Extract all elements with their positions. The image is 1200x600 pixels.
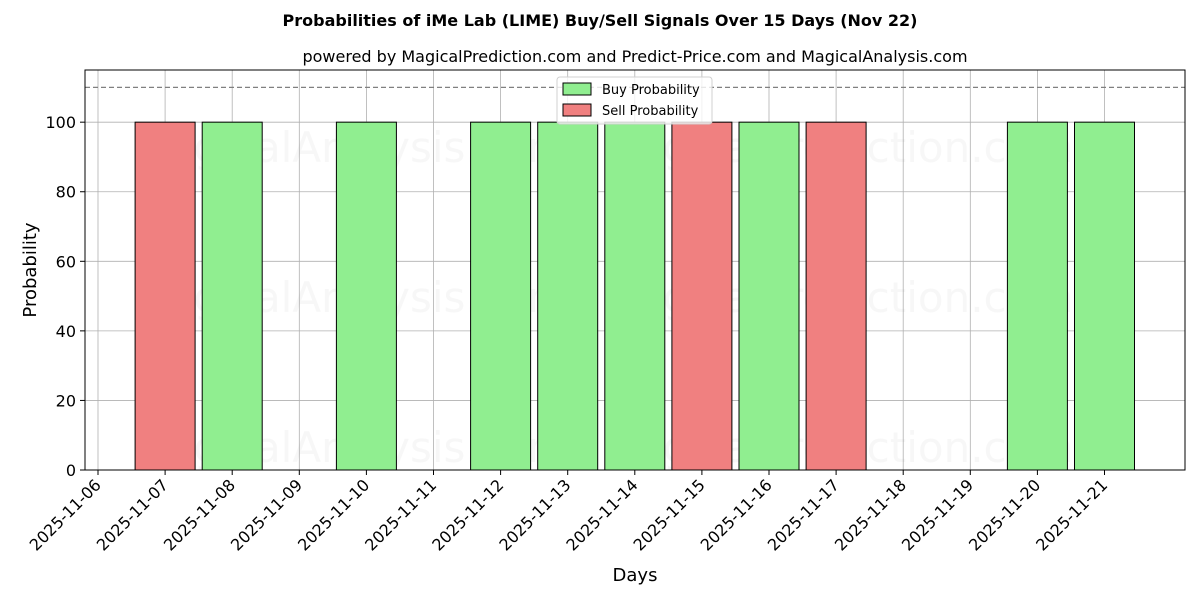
buy-bar (1006, 121, 1068, 471)
bars (134, 121, 1135, 471)
x-axis-ticks: 2025-11-062025-11-072025-11-082025-11-09… (26, 470, 1111, 555)
x-axis-label: Days (613, 565, 658, 586)
legend-swatch (562, 82, 592, 96)
buy-bar (335, 121, 397, 471)
buy-bar (1074, 121, 1135, 471)
watermarks: MagicalAnalysis.comMagicalPrediction.com… (132, 123, 1074, 472)
sell-bar (805, 121, 867, 471)
legend-box (556, 76, 713, 125)
y-tick-label: 80 (56, 183, 76, 202)
buy-bar (537, 121, 599, 471)
y-tick-label: 100 (45, 113, 76, 132)
buy-bar (201, 121, 263, 471)
buy-bar (470, 121, 532, 471)
chart-title: Probabilities of iMe Lab (LIME) Buy/Sell… (283, 11, 918, 30)
x-tick-label: 2025-11-21 (1032, 475, 1111, 554)
buy-bar (738, 121, 800, 471)
buy-bar (604, 121, 666, 471)
y-tick-label: 20 (56, 391, 76, 410)
sell-bar (671, 121, 733, 471)
y-tick-label: 0 (66, 461, 76, 480)
chart-subtitle: powered by MagicalPrediction.com and Pre… (302, 47, 967, 66)
y-axis-label: Probability (20, 222, 41, 317)
sell-bar (134, 121, 196, 471)
legend-label: Buy Probability (602, 83, 700, 98)
y-axis-ticks: 0 20 40 60 80 100 (45, 113, 85, 480)
legend: Buy Probability Sell Probability (556, 76, 713, 125)
legend-swatch (562, 103, 592, 117)
y-tick-label: 40 (56, 322, 76, 341)
y-tick-label: 60 (56, 252, 76, 271)
legend-label: Sell Probability (602, 104, 699, 119)
